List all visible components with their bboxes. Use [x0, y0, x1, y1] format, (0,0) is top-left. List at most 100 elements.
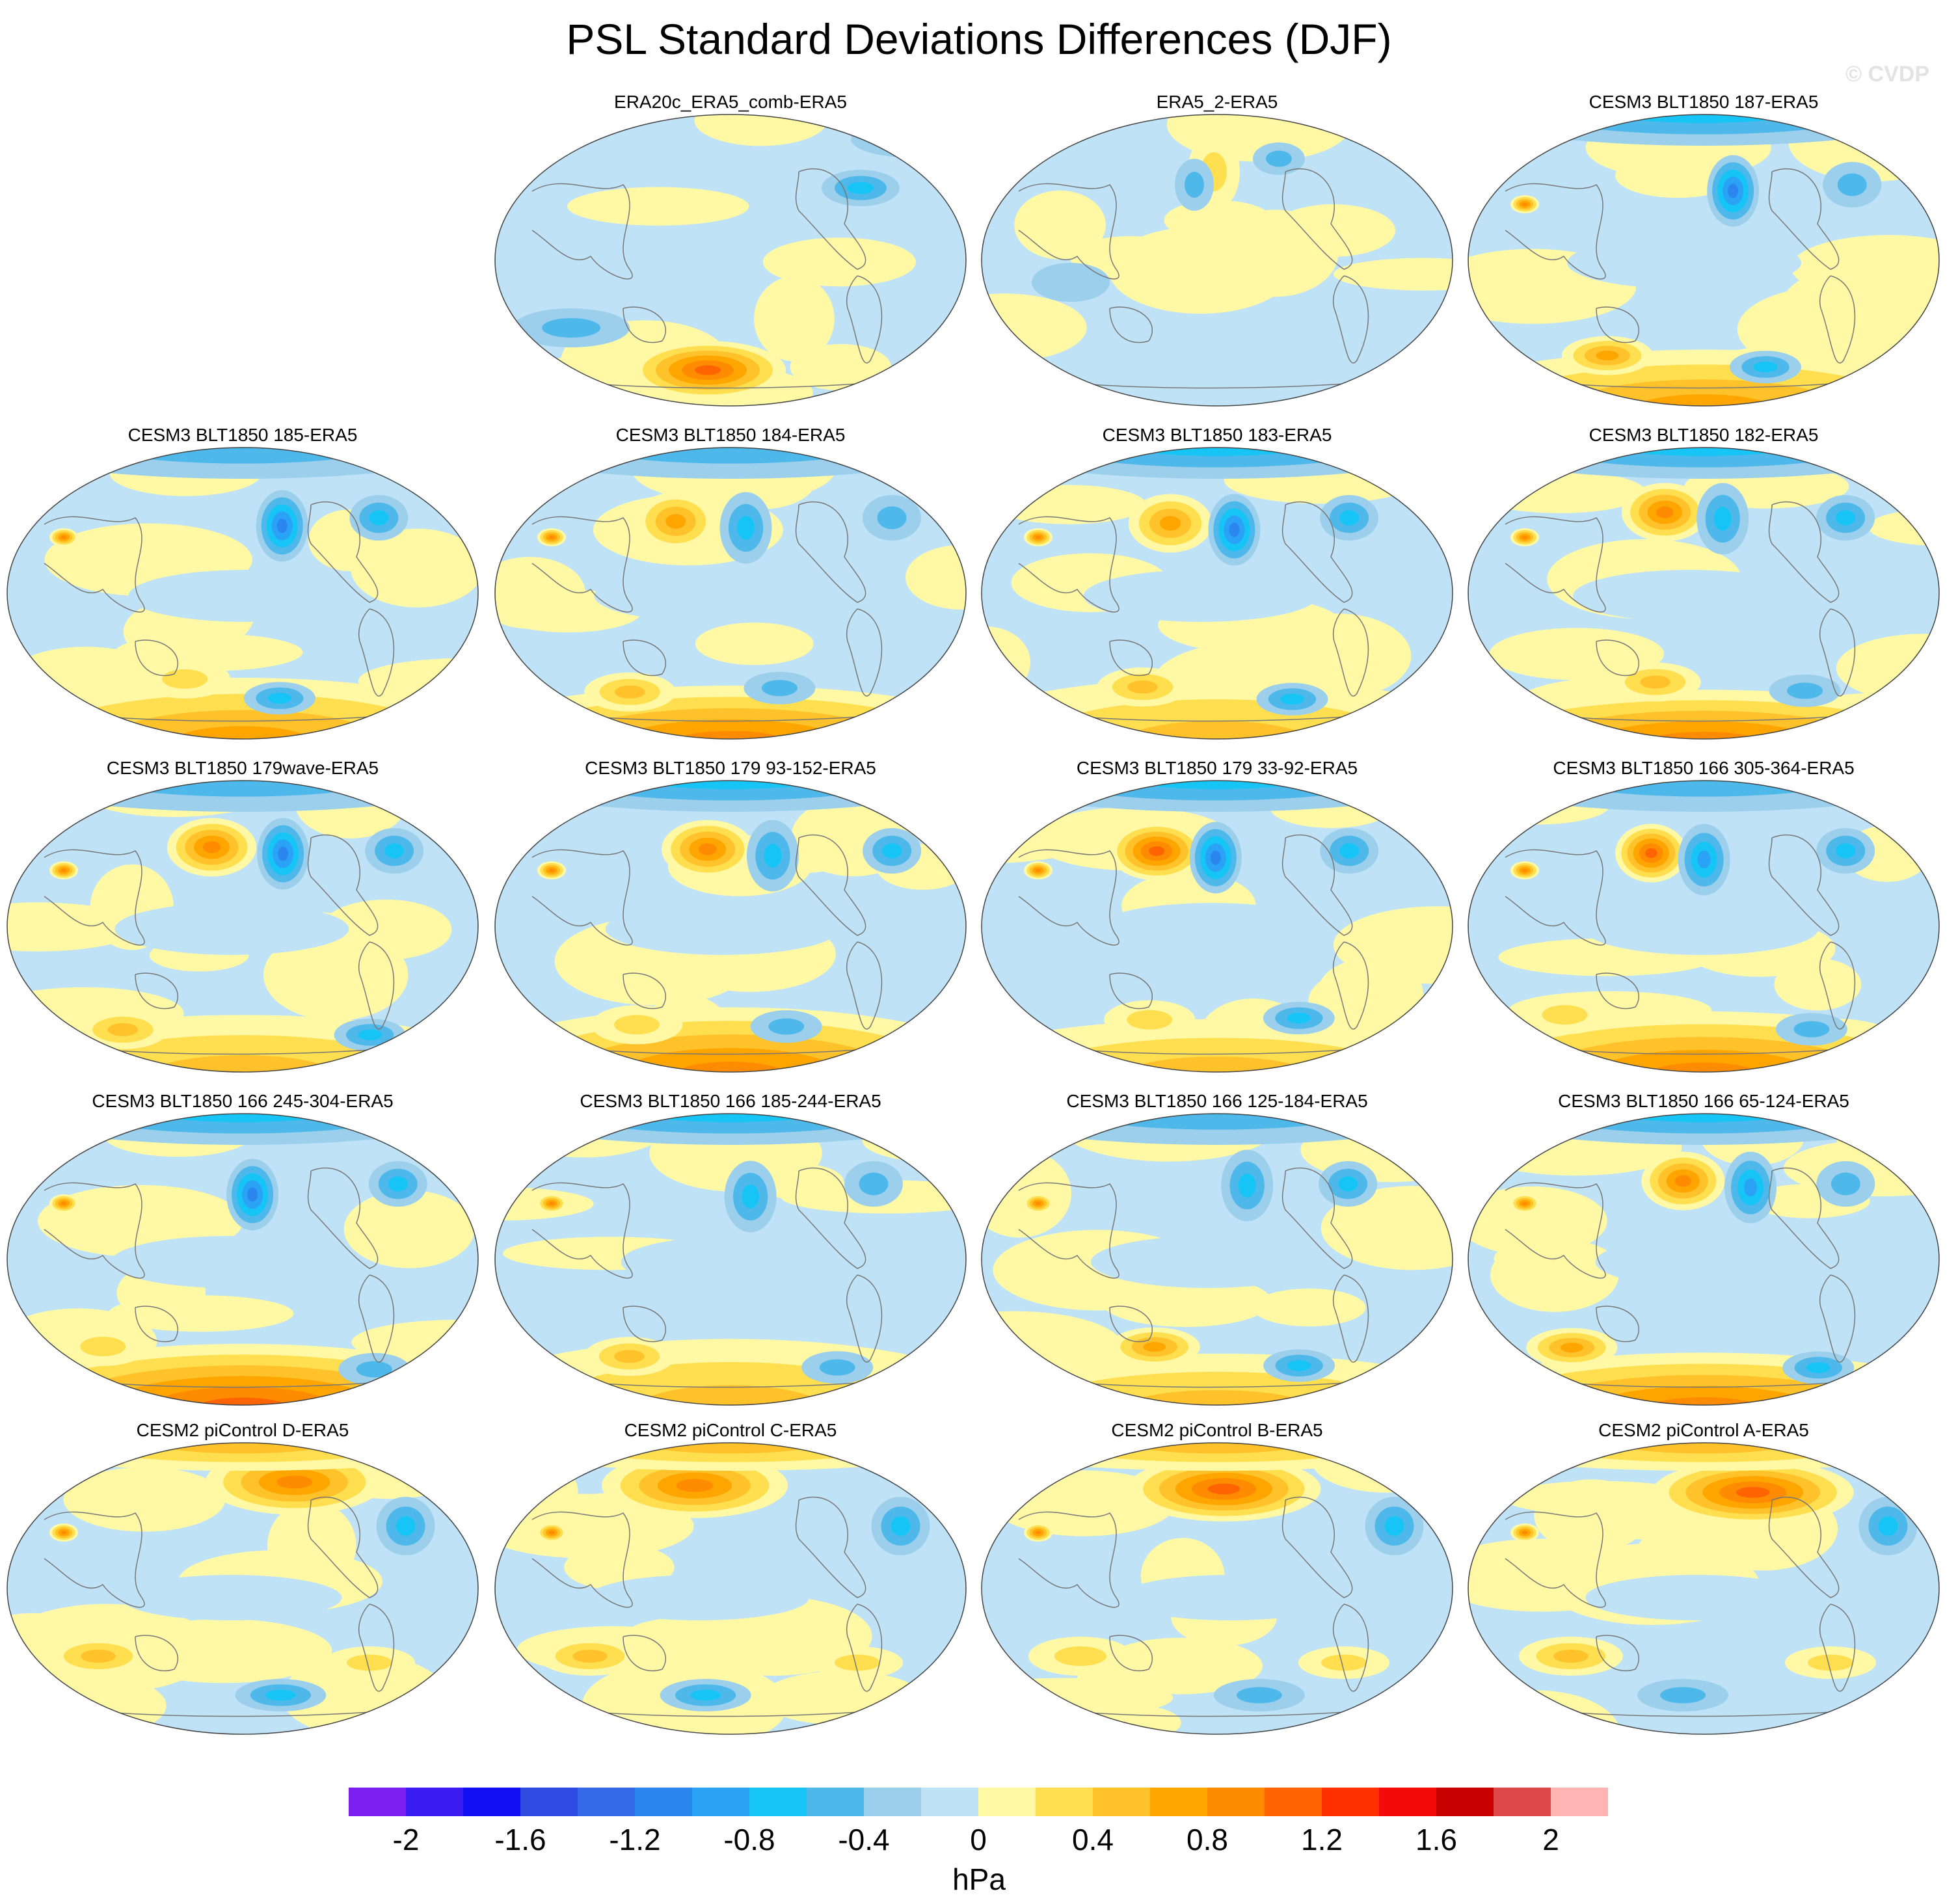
- anomaly-contour: [848, 181, 874, 194]
- coastline: [1281, 501, 1353, 603]
- anomaly-contour: [637, 1385, 824, 1405]
- anomaly-contour: [1522, 1201, 1528, 1205]
- anomaly-contour: [384, 843, 405, 859]
- colorbar-tick-label: 0: [970, 1823, 987, 1857]
- colorbar-bin: [406, 1788, 463, 1816]
- anomaly-contour: [1032, 263, 1110, 302]
- anomaly-contour: [1095, 903, 1330, 955]
- colorbar-bin: [1379, 1788, 1436, 1816]
- map-border: [981, 1442, 1453, 1735]
- map-panel: CESM3 BLT1850 166 305-364-ERA5: [1460, 757, 1948, 1076]
- coastline: [1768, 834, 1840, 936]
- anomaly-contour: [1035, 1114, 1399, 1130]
- anomaly-contour: [742, 1185, 759, 1209]
- coastline: [135, 972, 179, 1010]
- anomaly-contour: [1185, 172, 1204, 198]
- anomaly-contour: [891, 1516, 911, 1536]
- panel-title: CESM3 BLT1850 179 33-92-ERA5: [1076, 758, 1358, 778]
- map-panel: CESM2 piControl C-ERA5: [487, 1419, 974, 1738]
- anomaly-contour: [115, 1618, 332, 1683]
- robinson-map: [1468, 114, 1940, 407]
- coastline: [1768, 501, 1840, 603]
- anomaly-contour: [1645, 848, 1657, 858]
- anomaly-contour: [1123, 1056, 1311, 1072]
- anomaly-contour: [991, 485, 1147, 524]
- anomaly-contour: [1806, 1362, 1831, 1373]
- coastline: [44, 1182, 145, 1279]
- anomaly-contour: [1536, 1374, 1871, 1405]
- coastline: [1819, 941, 1856, 1030]
- anomaly-contour: [762, 237, 916, 287]
- robinson-map: [981, 447, 1453, 740]
- coastline: [531, 1182, 633, 1279]
- anomaly-contour: [1640, 675, 1670, 689]
- map-panel: CESM3 BLT1850 187-ERA5: [1460, 91, 1948, 410]
- map-panel: CESM3 BLT1850 179 93-152-ERA5: [487, 757, 974, 1076]
- anomaly-contour: [81, 1650, 116, 1663]
- map-border: [494, 1442, 967, 1735]
- anomaly-contour: [1321, 1654, 1367, 1671]
- coastline: [846, 608, 883, 697]
- map-border: [1468, 447, 1940, 740]
- robinson-map: [7, 1442, 479, 1735]
- anomaly-contour: [1211, 209, 1339, 297]
- map-border: [494, 1113, 967, 1406]
- coastline: [1281, 834, 1353, 936]
- map-panel: CESM3 BLT1850 185-ERA5: [0, 424, 487, 743]
- anomaly-contour: [870, 127, 948, 152]
- colorbar-bin: [1265, 1788, 1322, 1816]
- robinson-map: [7, 1113, 479, 1406]
- coastline: [1819, 1274, 1856, 1363]
- coastline: [358, 608, 395, 697]
- anomaly-contour: [347, 1654, 392, 1671]
- anomaly-contour: [1713, 507, 1732, 531]
- anomaly-contour: [80, 1336, 126, 1356]
- anomaly-contour: [114, 903, 349, 955]
- anomaly-contour: [1287, 1012, 1311, 1024]
- anomaly-contour: [619, 1048, 842, 1072]
- coastline: [623, 306, 667, 343]
- colorbar-bin: [807, 1788, 864, 1816]
- coastline: [1018, 849, 1120, 946]
- anomaly-contour: [1592, 1386, 1816, 1405]
- anomaly-contour: [1030, 1371, 1404, 1405]
- anomaly-contour: [1210, 850, 1221, 865]
- anomaly-contour: [1333, 906, 1453, 984]
- anomaly-contour: [1660, 1687, 1706, 1704]
- anomaly-contour: [1143, 1342, 1166, 1352]
- panel-title: CESM3 BLT1850 166 185-244-ERA5: [580, 1091, 881, 1111]
- anomaly-contour: [1252, 1288, 1366, 1327]
- coastline: [1333, 275, 1369, 364]
- anomaly-contour: [1744, 1178, 1758, 1197]
- robinson-map: [1468, 447, 1940, 740]
- anomaly-contour: [594, 570, 829, 622]
- anomaly-contour: [548, 1201, 555, 1205]
- robinson-map: [494, 1442, 967, 1735]
- colorbar-bin: [1207, 1788, 1265, 1816]
- anomaly-contour: [149, 1055, 336, 1072]
- coastline: [358, 1603, 395, 1692]
- map-border: [1468, 1442, 1940, 1735]
- coastline: [44, 849, 145, 946]
- map-border: [7, 1113, 479, 1406]
- anomaly-contour: [1522, 535, 1528, 539]
- panel-title: CESM3 BLT1850 183-ERA5: [1102, 425, 1332, 445]
- anomaly-contour: [694, 114, 827, 146]
- map-panel: CESM3 BLT1850 183-ERA5: [973, 424, 1461, 743]
- coastline: [1281, 1167, 1353, 1269]
- colorbar-bin: [864, 1788, 921, 1816]
- anomaly-contour: [1280, 693, 1304, 705]
- anomaly-contour: [128, 570, 363, 622]
- map-border: [7, 447, 479, 740]
- anomaly-contour: [1553, 1650, 1589, 1663]
- anomaly-contour: [768, 1018, 805, 1035]
- coastline: [1596, 639, 1640, 677]
- colorbar-tick-label: -1.6: [494, 1823, 546, 1857]
- coastline: [1596, 1635, 1640, 1672]
- anomaly-contour: [690, 1689, 721, 1701]
- colorbar-tick-label: 1.2: [1301, 1823, 1343, 1857]
- colorbar-bin: [1494, 1788, 1551, 1816]
- anomaly-contour: [1728, 183, 1739, 198]
- map-border: [981, 780, 1453, 1073]
- coastline: [1018, 183, 1120, 280]
